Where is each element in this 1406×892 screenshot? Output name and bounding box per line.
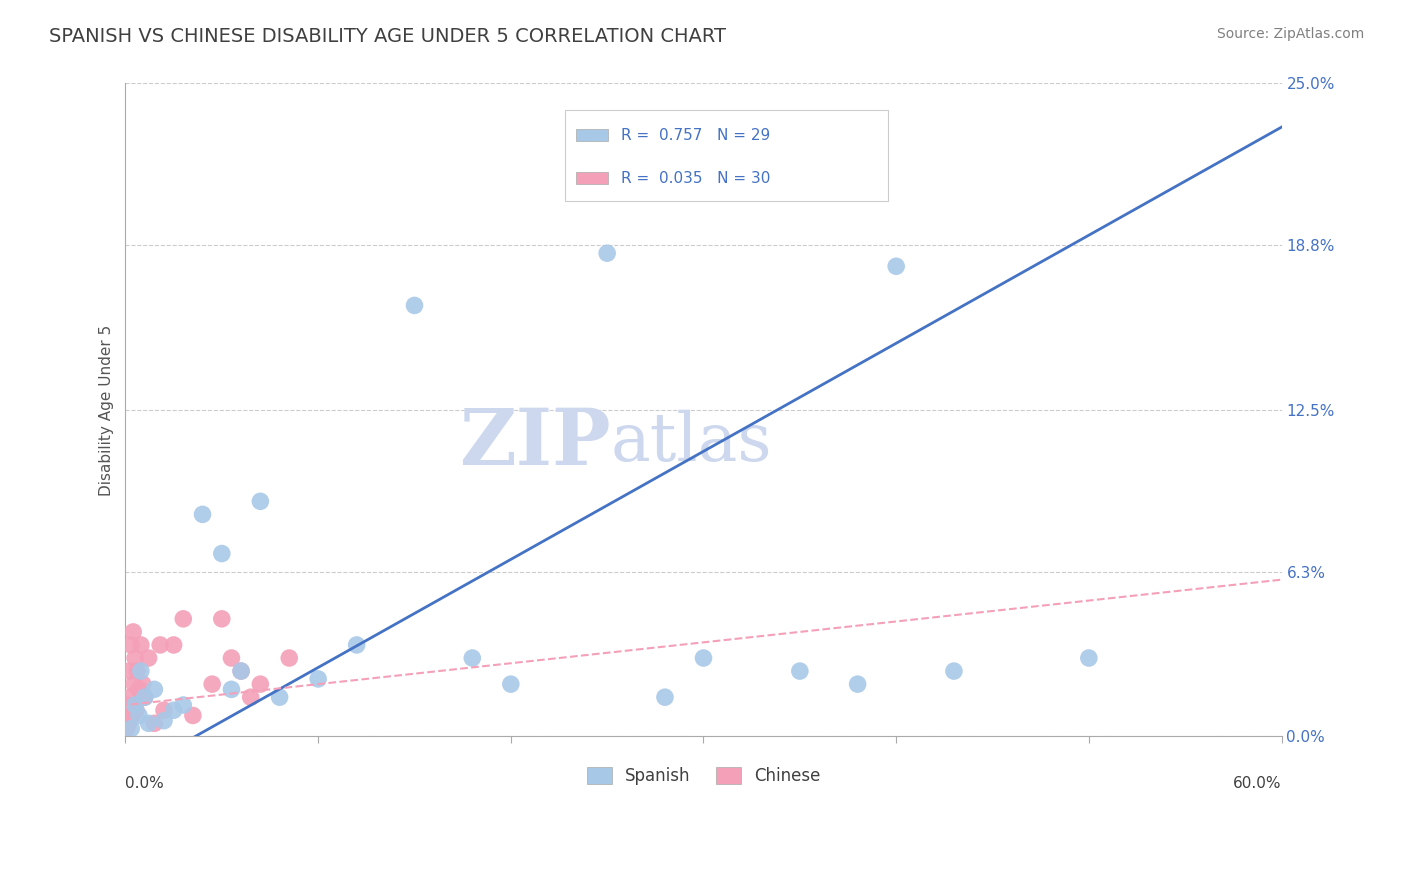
Point (124, 651, 146, 665)
Text: 0.0%: 0.0% (125, 775, 165, 790)
Point (846, 677, 869, 691)
Point (143, 682, 166, 697)
Point (181, 708, 204, 723)
Point (149, 638, 172, 652)
Point (404, 298, 426, 312)
Point (307, 672, 329, 686)
Text: Source: ZipAtlas.com: Source: ZipAtlas.com (1216, 27, 1364, 41)
Point (125, 664, 148, 678)
Point (153, 703, 176, 717)
Point (120, 722, 142, 736)
Point (122, 677, 145, 691)
Point (201, 677, 224, 691)
Point (221, 651, 243, 665)
Point (115, 722, 138, 736)
Point (692, 651, 714, 665)
Point (346, 638, 368, 652)
Point (162, 638, 184, 652)
Point (654, 690, 676, 705)
Point (153, 714, 176, 728)
Point (461, 651, 484, 665)
Point (129, 638, 152, 652)
Point (239, 690, 262, 705)
Point (121, 708, 143, 723)
Point (162, 703, 184, 717)
Point (117, 698, 139, 712)
Point (596, 246, 619, 260)
Point (125, 703, 148, 717)
Point (221, 682, 243, 697)
Point (249, 677, 271, 691)
Point (143, 716, 166, 731)
Point (124, 698, 146, 712)
Point (172, 698, 194, 712)
Point (120, 638, 142, 652)
Point (118, 664, 141, 678)
FancyBboxPatch shape (576, 129, 607, 141)
Text: 60.0%: 60.0% (1233, 775, 1281, 790)
Point (120, 690, 142, 705)
Legend: Spanish, Chinese: Spanish, Chinese (578, 758, 828, 793)
Text: atlas: atlas (612, 410, 772, 475)
Point (128, 682, 150, 697)
Point (138, 716, 160, 731)
Point (132, 677, 155, 691)
Point (211, 612, 233, 626)
Point (211, 547, 233, 561)
Point (943, 664, 966, 678)
Y-axis label: Disability Age Under 5: Disability Age Under 5 (100, 325, 114, 496)
Point (229, 664, 252, 678)
Point (249, 494, 271, 508)
Text: SPANISH VS CHINESE DISABILITY AGE UNDER 5 CORRELATION CHART: SPANISH VS CHINESE DISABILITY AGE UNDER … (49, 27, 727, 45)
Point (789, 664, 811, 678)
Point (229, 664, 252, 678)
Point (128, 708, 150, 723)
Point (117, 716, 139, 731)
Point (278, 651, 301, 665)
Point (122, 624, 145, 639)
Point (134, 690, 156, 705)
Point (172, 612, 194, 626)
Text: R =  0.757   N = 29: R = 0.757 N = 29 (621, 128, 770, 143)
Point (191, 508, 214, 522)
Point (269, 690, 291, 705)
FancyBboxPatch shape (565, 110, 889, 201)
FancyBboxPatch shape (576, 172, 607, 184)
Text: R =  0.035   N = 30: R = 0.035 N = 30 (621, 170, 770, 186)
Point (1077, 651, 1099, 665)
Point (134, 690, 156, 705)
Point (884, 259, 907, 273)
Text: ZIP: ZIP (460, 405, 612, 481)
Point (499, 677, 522, 691)
Point (129, 664, 152, 678)
Point (138, 651, 160, 665)
